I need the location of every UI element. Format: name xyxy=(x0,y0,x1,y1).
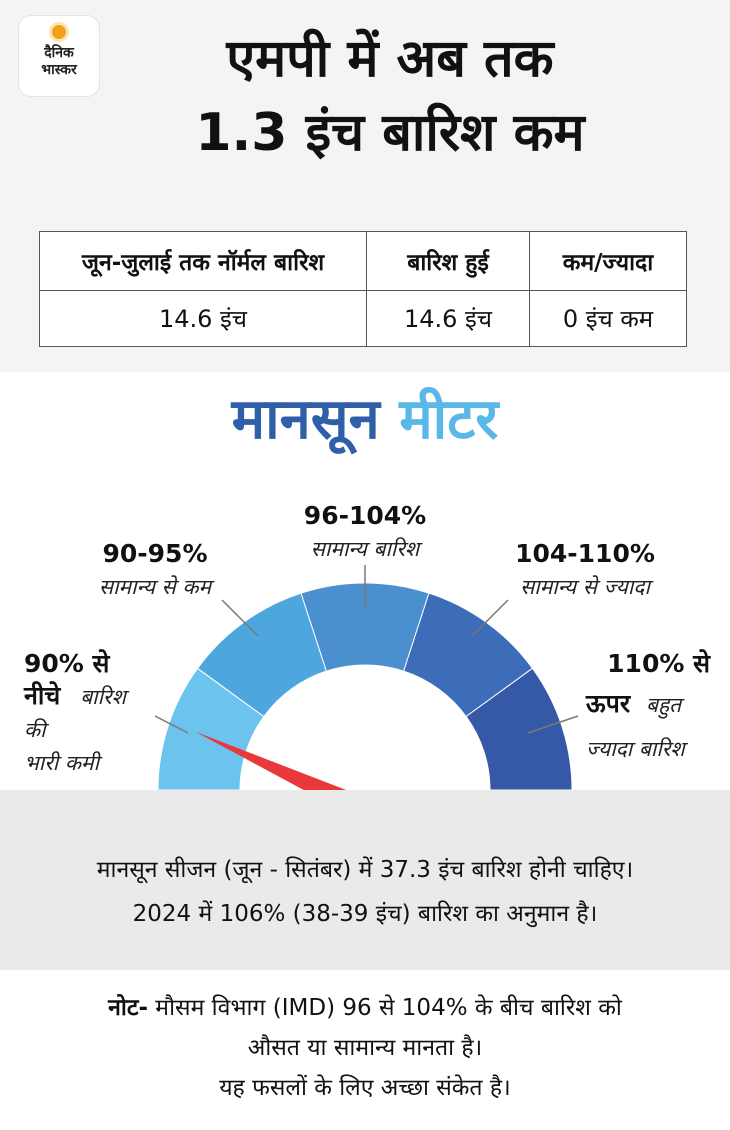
logo-text-line1: दैनिक xyxy=(44,45,74,61)
seg3-range: 96-104% xyxy=(303,501,427,530)
seg5-range-b: ऊपर xyxy=(586,689,631,718)
note-label: नोट- xyxy=(108,995,148,1021)
info-background xyxy=(0,790,730,970)
seg1-desc-c: भारी कमी xyxy=(24,751,100,775)
leader-line-seg2 xyxy=(221,599,259,637)
meter-title-part1: मानसून xyxy=(231,387,380,452)
seg5-desc-a: बहुत xyxy=(646,693,682,717)
info-line1: मानसून सीजन (जून - सितंबर) में 37.3 इंच … xyxy=(96,857,634,883)
page-headline: एमपी में अब तक 1.3 इंच बारिश कम xyxy=(110,22,670,170)
seg1-desc-a: बारिश xyxy=(80,685,126,709)
seg4-range: 104-110% xyxy=(515,539,655,568)
seg1-desc-b: की xyxy=(24,718,46,742)
seg5-desc-b: ज्यादा बारिश xyxy=(586,737,685,761)
note-section: नोट- मौसम विभाग (IMD) 96 से 104% के बीच … xyxy=(0,988,730,1108)
seg4-desc: सामान्य से ज्यादा xyxy=(520,575,650,599)
monsoon-info: मानसून सीजन (जून - सितंबर) में 37.3 इंच … xyxy=(0,848,730,936)
logo-text-line2: भास्कर xyxy=(41,62,77,78)
seg5-label-line2: ऊपर बहुत xyxy=(586,688,710,721)
value-deficit-excess: 0 इंच कम xyxy=(529,290,687,347)
seg1-label: 90% से नीचे बारिश की भारी कमी xyxy=(24,648,126,779)
info-line2: 2024 में 106% (38-39 इंच) बारिश का अनुमा… xyxy=(132,901,598,927)
seg5-label-range-a: 110% से xyxy=(586,648,710,680)
leader-line-seg4 xyxy=(471,599,509,637)
seg1-range-b: नीचे xyxy=(24,681,61,710)
note-line2: औसत या सामान्य मानता है। xyxy=(247,1035,483,1061)
headline-line1: एमपी में अब तक xyxy=(226,29,554,89)
seg2-label: 90-95% सामान्य से कम xyxy=(70,538,240,603)
value-rain-received: 14.6 इंच xyxy=(366,290,530,347)
seg3-desc: सामान्य बारिश xyxy=(310,537,420,561)
seg1-range-a: 90% से xyxy=(24,649,110,678)
headline-line2: 1.3 इंच बारिश कम xyxy=(195,103,585,163)
note-text1: मौसम विभाग (IMD) 96 से 104% के बीच बारिश… xyxy=(148,995,622,1021)
value-normal-rain: 14.6 इंच xyxy=(39,290,367,347)
sun-icon xyxy=(52,25,66,39)
rainfall-table: जून-जुलाई तक नॉर्मल बारिश बारिश हुई कम/ज… xyxy=(39,231,687,347)
note-line3: यह फसलों के लिए अच्छा संकेत है। xyxy=(219,1075,511,1101)
rainfall-table-header-row: जून-जुलाई तक नॉर्मल बारिश बारिश हुई कम/ज… xyxy=(39,231,687,291)
header-rain-received: बारिश हुई xyxy=(366,231,530,291)
header-normal-rain: जून-जुलाई तक नॉर्मल बारिश xyxy=(39,231,367,291)
note-line1: नोट- मौसम विभाग (IMD) 96 से 104% के बीच … xyxy=(0,988,730,1028)
header-deficit-excess: कम/ज्यादा xyxy=(529,231,687,291)
meter-title-part2: मीटर xyxy=(399,387,499,452)
seg2-range: 90-95% xyxy=(102,539,208,568)
rainfall-table-value-row: 14.6 इंच 14.6 इंच 0 इंच कम xyxy=(39,290,687,347)
seg2-desc: सामान्य से कम xyxy=(98,575,212,599)
leader-line-seg5 xyxy=(527,715,579,734)
seg3-label: 96-104% सामान्य बारिश xyxy=(280,500,450,565)
monsoon-meter-title: मानसून मीटर xyxy=(0,380,730,460)
dainik-bhaskar-logo: दैनिक भास्कर xyxy=(19,16,99,96)
seg5-range-a: 110% से xyxy=(607,649,710,678)
seg4-label: 104-110% सामान्य से ज्यादा xyxy=(490,538,680,603)
seg5-label-line3: ज्यादा बारिश xyxy=(586,732,716,765)
leader-line-seg1 xyxy=(154,715,189,734)
